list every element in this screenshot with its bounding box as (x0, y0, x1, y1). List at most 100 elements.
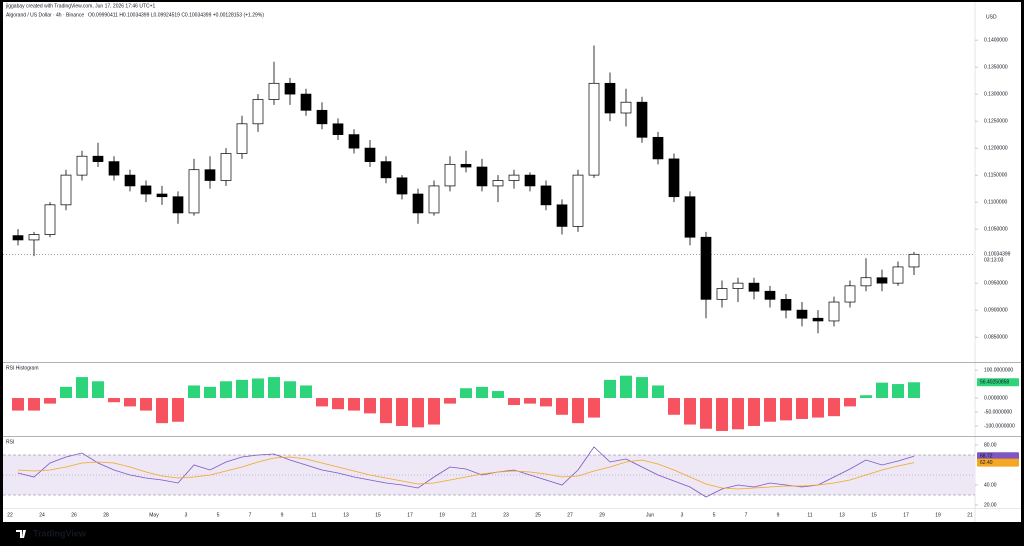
candle-body (76, 155, 88, 176)
countdown: 03:13:03 (984, 258, 1004, 264)
candle-body (156, 193, 168, 198)
candle-body (652, 136, 664, 160)
histogram-bar (188, 385, 200, 399)
candle-body (172, 196, 184, 214)
candle-body (700, 236, 712, 300)
panel (3, 2, 1021, 522)
candle-body (220, 153, 232, 181)
candle-body (12, 235, 24, 241)
candle-body (460, 163, 472, 168)
x-tick-label: 7 (745, 512, 748, 518)
histogram-bar (220, 381, 232, 399)
y-tick-label: 20.00 (984, 502, 997, 508)
x-tick-label: 17 (903, 512, 909, 518)
histogram-bar (108, 398, 120, 403)
candle-body (204, 169, 216, 181)
value-tag (977, 458, 1019, 467)
candle-body (748, 282, 760, 292)
candle-body (524, 174, 536, 187)
histogram-bar (364, 398, 376, 414)
y-tick-label: 100.0000000 (984, 367, 1013, 373)
candle-body (828, 301, 840, 322)
candle-body (860, 277, 872, 287)
value-tag-label: 56.40250858 (980, 380, 1009, 386)
candle-body (684, 196, 696, 238)
candle-body (508, 174, 520, 181)
candle-body (380, 161, 392, 179)
y-tick-label: 0.0850000 (984, 334, 1008, 340)
histogram-bar (444, 398, 456, 404)
histogram-bar (92, 381, 104, 399)
x-tick-label: 15 (375, 512, 381, 518)
logo: TradingView (33, 528, 87, 538)
candle-body (572, 174, 584, 227)
candle-body (300, 93, 312, 111)
x-tick-label: 29 (599, 512, 605, 518)
histogram-bar (540, 398, 552, 407)
rsi-line (17, 456, 915, 490)
histogram-bar (316, 398, 328, 407)
x-tick-label: 13 (343, 512, 349, 518)
histogram-bar (620, 375, 632, 399)
candle-body (812, 317, 824, 322)
y-tick-label: 0.1250000 (984, 118, 1008, 124)
histogram-bar (908, 382, 920, 399)
candle-body (316, 109, 328, 125)
candle-body (764, 290, 776, 300)
y-tick-label: 0.1200000 (984, 145, 1008, 151)
candle-body (412, 193, 424, 214)
candle-body (540, 185, 552, 206)
histogram-bar (572, 398, 584, 424)
y-tick-label: 0.0000000 (984, 395, 1008, 401)
histogram-bar (860, 395, 872, 399)
histogram-bar (636, 377, 648, 399)
histogram-bar (268, 377, 280, 399)
pane-title: RSI Histogram (6, 365, 39, 371)
y-tick-label: 0.1100000 (984, 199, 1007, 205)
candle-body (908, 253, 920, 268)
chart-title: Algorand / US Dollar · 4h · Binance (6, 12, 84, 18)
x-tick-label: 19 (935, 512, 941, 518)
histogram-bar (876, 382, 888, 399)
histogram-bar (812, 398, 824, 418)
histogram-bar (204, 386, 216, 399)
x-tick-label: Jun (646, 512, 654, 518)
candle-body (844, 285, 856, 303)
candle-body (28, 234, 40, 241)
histogram-bar (492, 391, 504, 399)
x-tick-label: 11 (807, 512, 812, 518)
value-tag-label: 68.72 (980, 454, 993, 460)
candle-body (796, 309, 808, 319)
histogram-bar (796, 398, 808, 419)
x-tick-label: 24 (39, 512, 45, 518)
candle-body (396, 177, 408, 195)
histogram-bar (844, 398, 856, 407)
candle-body (252, 99, 264, 125)
histogram-bar (236, 379, 248, 399)
logo-icon (16, 530, 26, 538)
x-tick-label: 21 (967, 512, 973, 518)
histogram-bar (348, 398, 360, 411)
histogram-bar (76, 377, 88, 399)
candle-body (492, 180, 504, 187)
histogram-bar (28, 398, 40, 411)
x-tick-label: 22 (7, 512, 13, 518)
x-tick-label: 17 (407, 512, 413, 518)
histogram-bar (732, 398, 744, 430)
histogram-bar (60, 386, 72, 399)
x-tick-label: 25 (535, 512, 541, 518)
candle-body (588, 82, 600, 176)
value-tag (977, 378, 1019, 387)
histogram-bar (476, 386, 488, 399)
histogram-bar (892, 384, 904, 399)
histogram-bar (380, 398, 392, 424)
y-tick-label: -50.0000000 (984, 409, 1012, 415)
histogram-bar (252, 378, 264, 399)
credit: jiggabay created with TradingView.com, J… (5, 3, 156, 9)
candle-body (140, 185, 152, 195)
ohlc-legend: O0.09990411 H0.10034399 L0.09924519 C0.1… (88, 12, 264, 18)
candle-body (780, 298, 792, 311)
candle-body (892, 266, 904, 284)
x-tick-label: 9 (777, 512, 780, 518)
histogram-bar (12, 398, 24, 411)
